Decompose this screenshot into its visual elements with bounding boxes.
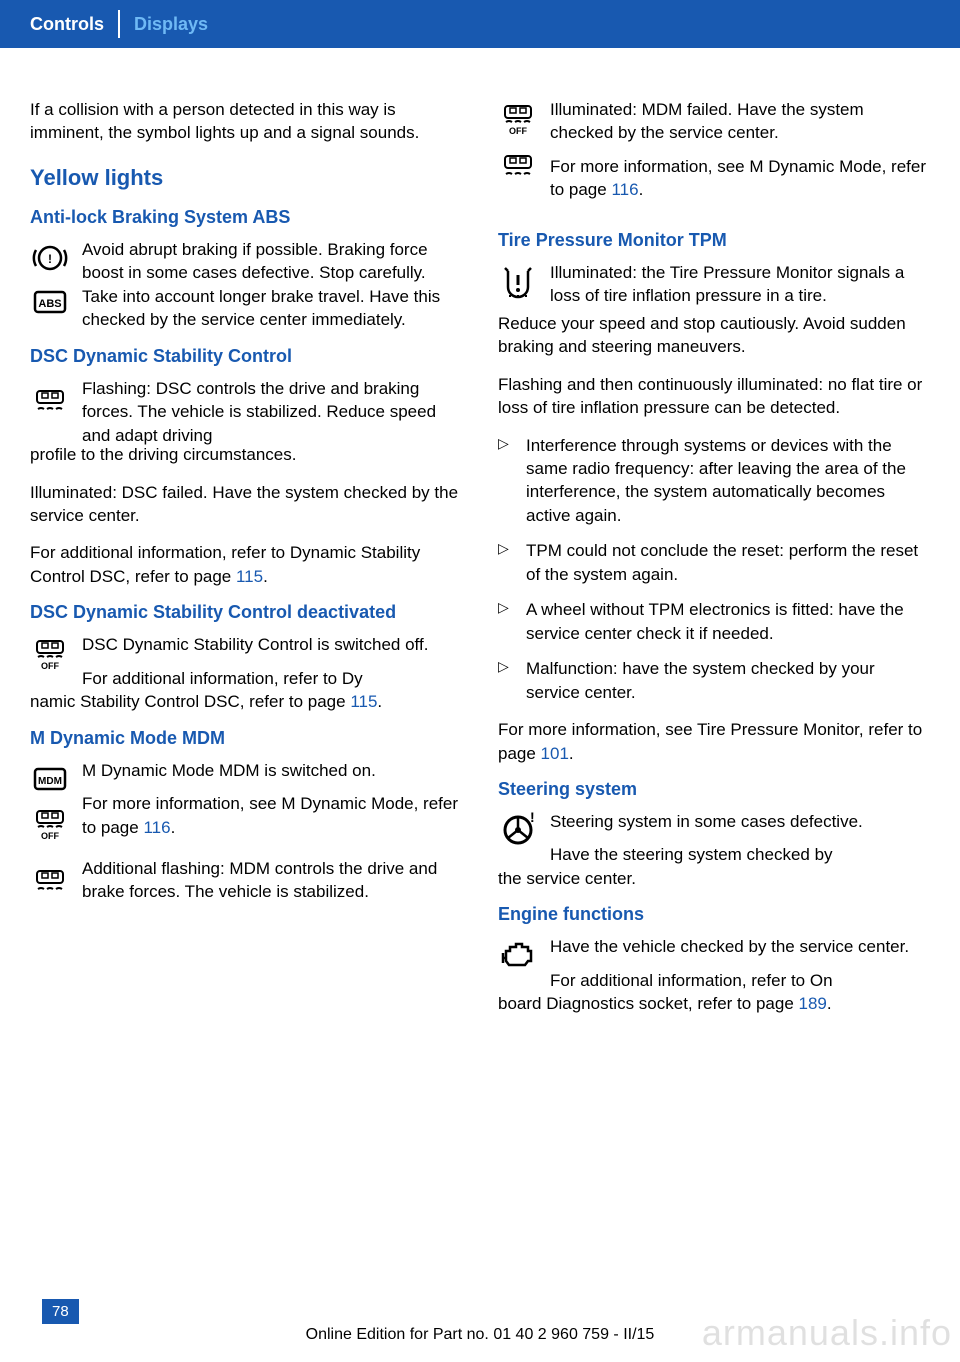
engine-text-1: Have the vehicle checked by the service … xyxy=(550,935,930,958)
car-skid-icon-2 xyxy=(30,857,70,897)
tpm-text-3: Flashing and then continuously illuminat… xyxy=(498,373,930,420)
mdm-text-3: Additional flashing: MDM controls the dr… xyxy=(82,857,462,904)
brake-warning-icon xyxy=(30,238,70,278)
steering-heading: Steering system xyxy=(498,779,930,800)
tpm-bullet-3: A wheel without TPM electronics is fitte… xyxy=(498,598,930,645)
page-body: If a collision with a person detected in… xyxy=(0,48,960,1050)
tpm-text-1: Illuminated: the Tire Pressure Monitor s… xyxy=(550,261,930,308)
tpm-heading: Tire Pressure Monitor TPM xyxy=(498,230,930,251)
tpm-bullet-2: TPM could not conclude the reset: perfor… xyxy=(498,539,930,586)
engine-link[interactable]: 189 xyxy=(799,994,827,1013)
mdm2-text-1: Illuminated: MDM failed. Have the system… xyxy=(550,98,930,145)
dsc-link[interactable]: 115 xyxy=(236,567,263,586)
dscoff-text-2b: namic Stability Control DSC, refer to pa… xyxy=(30,690,462,713)
dsc-block: Flashing: DSC controls the drive and bra… xyxy=(30,377,462,447)
tpm-bullet-4: Malfunction: have the system checked by … xyxy=(498,657,930,704)
tpm-text-4: For more information, see Tire Pressure … xyxy=(498,718,930,765)
mdm2-block: Illuminated: MDM failed. Have the system… xyxy=(498,98,930,202)
mdm2-link[interactable]: 116 xyxy=(611,180,638,199)
car-off-icon-2 xyxy=(30,803,70,843)
dscoff-link[interactable]: 115 xyxy=(350,692,377,711)
dsc-text-2: Illuminated: DSC failed. Have the system… xyxy=(30,481,462,528)
abs-heading: Anti-lock Braking System ABS xyxy=(30,207,462,228)
steering-text-2b: the service center. xyxy=(498,867,930,890)
dsc-text-1a: Flashing: DSC controls the drive and bra… xyxy=(82,377,462,447)
tpm-bullets: Interference through systems or devices … xyxy=(498,434,930,705)
header-displays: Displays xyxy=(134,14,208,35)
page-number: 78 xyxy=(42,1299,79,1324)
tpm-block: Illuminated: the Tire Pressure Monitor s… xyxy=(498,261,930,308)
dsc-heading: DSC Dynamic Stability Control xyxy=(30,346,462,367)
steering-icon xyxy=(498,810,538,850)
engine-heading: Engine functions xyxy=(498,904,930,925)
left-column: If a collision with a person detected in… xyxy=(30,98,462,1030)
mdm-text-1: M Dynamic Mode MDM is switched on. xyxy=(82,759,462,782)
watermark: armanuals.info xyxy=(702,1312,952,1354)
dscoff-block: DSC Dynamic Stability Control is switche… xyxy=(30,633,462,690)
dscoff-text-1: DSC Dynamic Stability Control is switche… xyxy=(82,633,462,656)
mdm-icon xyxy=(30,759,70,799)
mdm-link[interactable]: 116 xyxy=(143,818,170,837)
dscoff-text-2a: For additional information, refer to Dy xyxy=(82,667,462,690)
engine-icon xyxy=(498,935,538,975)
dsc-text-3: For additional information, refer to Dyn… xyxy=(30,541,462,588)
mdm-block-2: Additional flashing: MDM controls the dr… xyxy=(30,857,462,904)
tpm-text-2: Reduce your speed and stop cautiously. A… xyxy=(498,312,930,359)
page-header: Controls Displays xyxy=(0,0,960,48)
mdm-block: M Dynamic Mode MDM is switched on. For m… xyxy=(30,759,462,843)
car-skid-icon xyxy=(30,377,70,417)
mdm-text-2: For more information, see M Dynamic Mode… xyxy=(82,792,462,839)
car-off-icon-3 xyxy=(498,98,538,138)
dscoff-heading: DSC Dynamic Stability Control deactivate… xyxy=(30,602,462,623)
abs-icon xyxy=(30,282,70,322)
engine-block: Have the vehicle checked by the service … xyxy=(498,935,930,992)
steering-text-2a: Have the steering system checked by xyxy=(550,843,930,866)
tpm-bullet-1: Interference through systems or devices … xyxy=(498,434,930,528)
right-column: Illuminated: MDM failed. Have the system… xyxy=(498,98,930,1030)
engine-text-2a: For additional information, refer to On xyxy=(550,969,930,992)
abs-text: Avoid abrupt braking if possible. Brakin… xyxy=(82,238,462,332)
steering-text-1: Steering system in some cases defective. xyxy=(550,810,930,833)
car-skid-icon-3 xyxy=(498,142,538,182)
car-off-icon xyxy=(30,633,70,673)
intro-text: If a collision with a person detected in… xyxy=(30,98,462,145)
yellow-lights-heading: Yellow lights xyxy=(30,165,462,191)
header-controls: Controls xyxy=(30,14,104,35)
tpm-link[interactable]: 101 xyxy=(541,744,569,763)
abs-block: Avoid abrupt braking if possible. Brakin… xyxy=(30,238,462,332)
steering-block: Steering system in some cases defective.… xyxy=(498,810,930,867)
mdm-heading: M Dynamic Mode MDM xyxy=(30,728,462,749)
header-separator xyxy=(118,10,120,38)
tpm-icon xyxy=(498,261,538,301)
mdm2-text-2: For more information, see M Dynamic Mode… xyxy=(550,155,930,202)
engine-text-2b: board Diagnostics socket, refer to page … xyxy=(498,992,930,1015)
